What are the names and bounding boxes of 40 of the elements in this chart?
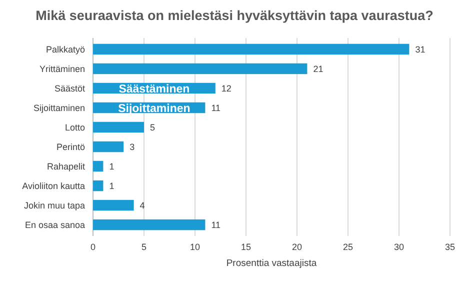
data-label: 4 — [140, 200, 145, 210]
data-label: 11 — [211, 102, 221, 113]
y-tick-label: Jokin muu tapa — [24, 200, 85, 210]
x-tick-label: 35 — [444, 242, 456, 252]
y-tick-label: Avioliiton kautta — [22, 180, 85, 191]
annotation: Sijoittaminen — [118, 102, 190, 115]
bar — [93, 141, 124, 152]
y-tick-label: Yrittäminen — [39, 64, 85, 74]
x-tick-label: 30 — [394, 242, 404, 252]
bar — [93, 180, 104, 192]
y-tick-label: Rahapelit — [46, 161, 86, 172]
chart-title: Mikä seuraavista on mielestäsi hyväksyttävin tapa vaurastua? — [36, 8, 434, 23]
x-tick-label: 20 — [292, 242, 302, 252]
x-tick-label: 10 — [190, 242, 200, 252]
x-tick-label: 0 — [90, 242, 96, 252]
data-label: 5 — [150, 122, 156, 132]
y-tick-label: En osaa sanoa — [24, 220, 85, 230]
x-axis-title: Prosenttia vastaajista — [226, 258, 318, 269]
bar — [93, 200, 134, 211]
data-label: 21 — [313, 64, 324, 74]
data-label: 31 — [415, 44, 426, 54]
bar — [93, 122, 144, 133]
y-tick-label: Palkkatyö — [46, 44, 85, 54]
x-tick-label: 25 — [342, 242, 354, 252]
data-label: 3 — [130, 142, 135, 152]
y-tick-label: Lotto — [64, 122, 85, 132]
x-tick-label: 15 — [240, 242, 252, 252]
annotation: Säästäminen — [118, 83, 190, 96]
x-tick-label: 5 — [141, 242, 147, 252]
data-label: 1 — [109, 161, 114, 172]
bar — [93, 63, 308, 74]
y-tick-label: Säästöt — [54, 83, 86, 94]
bar — [93, 44, 410, 55]
y-tick-label: Sijoittaminen — [33, 102, 85, 113]
bar — [93, 219, 206, 230]
data-label: 11 — [211, 220, 221, 230]
data-label: 12 — [221, 83, 232, 94]
data-label: 1 — [109, 180, 114, 191]
bar — [93, 160, 104, 172]
y-tick-label: Perintö — [56, 142, 85, 152]
